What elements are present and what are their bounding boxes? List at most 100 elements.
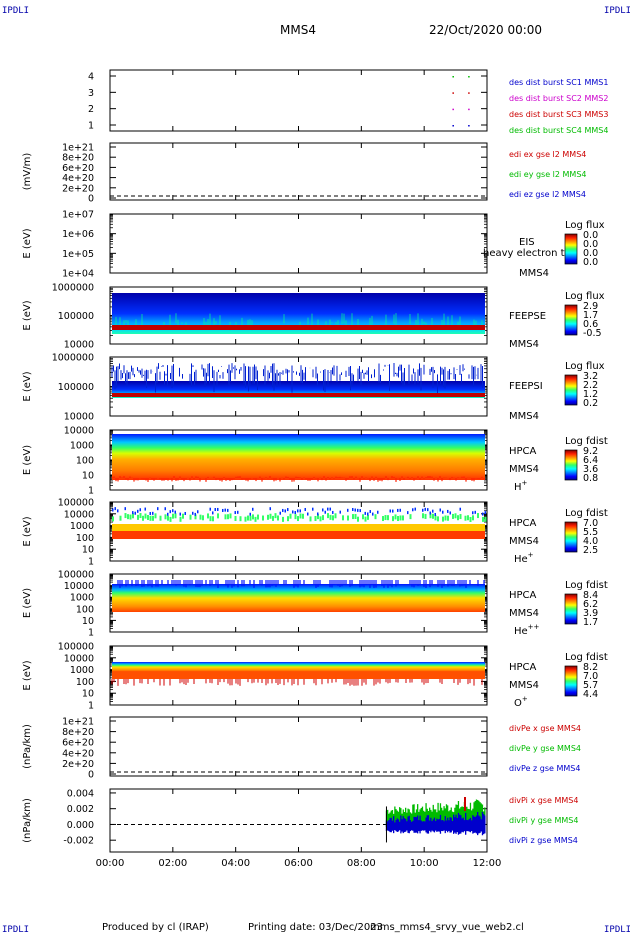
hpca-he1-green-speck <box>454 513 457 519</box>
hpca-he1-blue-speck <box>234 511 236 515</box>
hpca-he1-blue-speck <box>364 511 366 515</box>
ytick-label: 10 <box>82 689 94 700</box>
side-label: HPCA <box>509 446 537 457</box>
ylabel: E (eV) <box>22 660 33 690</box>
hpca-he1-green-speck <box>254 516 257 522</box>
hpca-he1-green-speck <box>452 513 454 519</box>
panel-hpca-h: 10000 1000 100 10 1 E (eV) HPCA MMS4 H+ Log fdist… <box>22 426 608 497</box>
hpca-he1-blue-speck <box>192 511 194 515</box>
hpca-he1-green-speck <box>469 516 472 522</box>
corner-label-bottom-left: IPDLI <box>2 925 29 934</box>
ytick-label: 4e+20 <box>62 748 94 759</box>
hpca-he1-green-speck <box>397 516 399 522</box>
hpca-he1-blue-speck <box>424 507 426 511</box>
hpca-he1-blue-speck <box>377 510 379 514</box>
hpca-he1-green-speck <box>362 514 364 520</box>
legend-entry: des dist burst SC2 MMS2 <box>509 94 608 103</box>
hpca-he1-blue-speck <box>184 511 186 515</box>
hpca-he1-blue-speck <box>137 509 139 513</box>
hpca-he1-green-speck <box>402 515 404 521</box>
hpca-he1-green-speck <box>212 516 214 522</box>
hpca-he1-blue-speck <box>412 508 414 512</box>
hpca-he1-green-speck <box>434 515 437 521</box>
panel-feeps-e: 1000000 100000 10000 E (eV) FEEPSE MMS4 Log fl… <box>22 283 605 351</box>
colorbar-tick: 0.0 <box>583 239 598 250</box>
ytick-label: 0 <box>88 770 94 781</box>
panel-frame <box>109 142 488 201</box>
hpca-he1-green-speck <box>457 515 459 521</box>
panel-frame <box>109 716 488 777</box>
xtick-label: 10:00 <box>410 858 439 869</box>
hpca-he1-blue-speck <box>114 507 116 511</box>
hpca-he1-blue-speck <box>327 507 329 511</box>
hpca-he1-blue-speck <box>172 509 174 513</box>
ytick-label: 10000 <box>64 509 94 520</box>
hpca-he1-green-speck <box>314 516 317 522</box>
colorbar <box>564 665 578 697</box>
hpca-he1-green-speck <box>132 513 134 519</box>
hpca-he1-blue-speck <box>194 512 196 516</box>
colorbar <box>564 593 578 625</box>
colorbar-tick: 0.6 <box>583 319 598 330</box>
side-label: He+ <box>514 551 534 565</box>
feeps-e-red-band <box>112 325 485 330</box>
colorbar-tick: 6.2 <box>583 599 598 610</box>
hpca-he1-blue-speck <box>359 509 361 513</box>
hpca-he1-green-speck <box>309 516 312 522</box>
ytick-label: 0 <box>88 194 94 205</box>
hpca-o-spectrogram <box>112 662 485 672</box>
hpca-he1-green-speck <box>444 515 447 521</box>
ylabel: E (eV) <box>22 371 33 401</box>
hpca-he1-blue-speck <box>367 512 369 516</box>
colorbar-title: Log fdist <box>565 436 608 447</box>
hpca-he1-blue-speck <box>284 509 286 513</box>
ytick-label: 1000000 <box>52 353 94 364</box>
legend-entry: des dist burst SC1 MMS1 <box>509 78 608 87</box>
colorbar-tick: 1.7 <box>583 617 598 628</box>
ytick-label: 3 <box>88 88 94 99</box>
burst-point <box>452 92 454 94</box>
legend-entry: edi ey gse l2 MMS4 <box>509 170 587 179</box>
ytick-label: 10000 <box>64 412 94 423</box>
hpca-he1-blue-speck <box>252 507 254 511</box>
hpca-he1-green-speck <box>169 516 172 522</box>
hpca-he1-green-speck <box>477 513 479 519</box>
hpca-he1-green-speck <box>209 516 212 522</box>
burst-point <box>452 108 454 111</box>
colorbar <box>564 449 578 481</box>
hpca-he1-blue-speck <box>132 511 134 515</box>
hpca-he1-green-speck <box>127 514 129 520</box>
hpca-he1-blue-speck <box>212 511 214 515</box>
hpca-he1-green-speck <box>387 515 389 521</box>
hpca-he1-green-speck <box>244 516 247 522</box>
ytick-label: 10000 <box>64 426 94 437</box>
colorbar-tick: -0.5 <box>583 328 602 339</box>
hpca-he1-green-speck <box>282 516 284 522</box>
ytick-label: 100 <box>76 456 94 467</box>
side-label: MMS4 <box>509 536 539 547</box>
side-label: FEEPSE <box>509 311 546 322</box>
legend-entry: divPe z gse MMS4 <box>509 764 580 773</box>
hpca-he1-blue-speck <box>167 512 169 516</box>
hpca-he1-blue-speck <box>174 510 176 514</box>
hpca-he1-green-speck <box>317 514 319 520</box>
ytick-label: 10 <box>82 545 94 556</box>
hpca-he1-green-speck <box>174 513 177 519</box>
colorbar-tick: 7.0 <box>583 671 598 682</box>
side-label: FEEPSI <box>509 381 543 392</box>
legend-entry: divPi y gse MMS4 <box>509 816 578 825</box>
burst-point <box>452 125 454 127</box>
ytick-label: 1000 <box>70 441 94 452</box>
ytick-label: 8e+20 <box>62 153 94 164</box>
hpca-he1-blue-speck <box>307 512 309 516</box>
colorbar-tick: 3.6 <box>583 464 598 475</box>
colorbar <box>564 521 578 553</box>
hpca-he1-green-speck <box>289 513 292 519</box>
hpca-he1-blue-speck <box>237 510 239 514</box>
hpca-he1-green-speck <box>154 513 157 519</box>
colorbar-tick: 6.4 <box>583 455 598 466</box>
hpca-he1-blue-speck <box>322 508 324 512</box>
colorbar-tick: 0.0 <box>583 230 598 241</box>
hpca-he1-blue-speck <box>449 511 451 515</box>
ytick-label: 100000 <box>58 642 94 653</box>
